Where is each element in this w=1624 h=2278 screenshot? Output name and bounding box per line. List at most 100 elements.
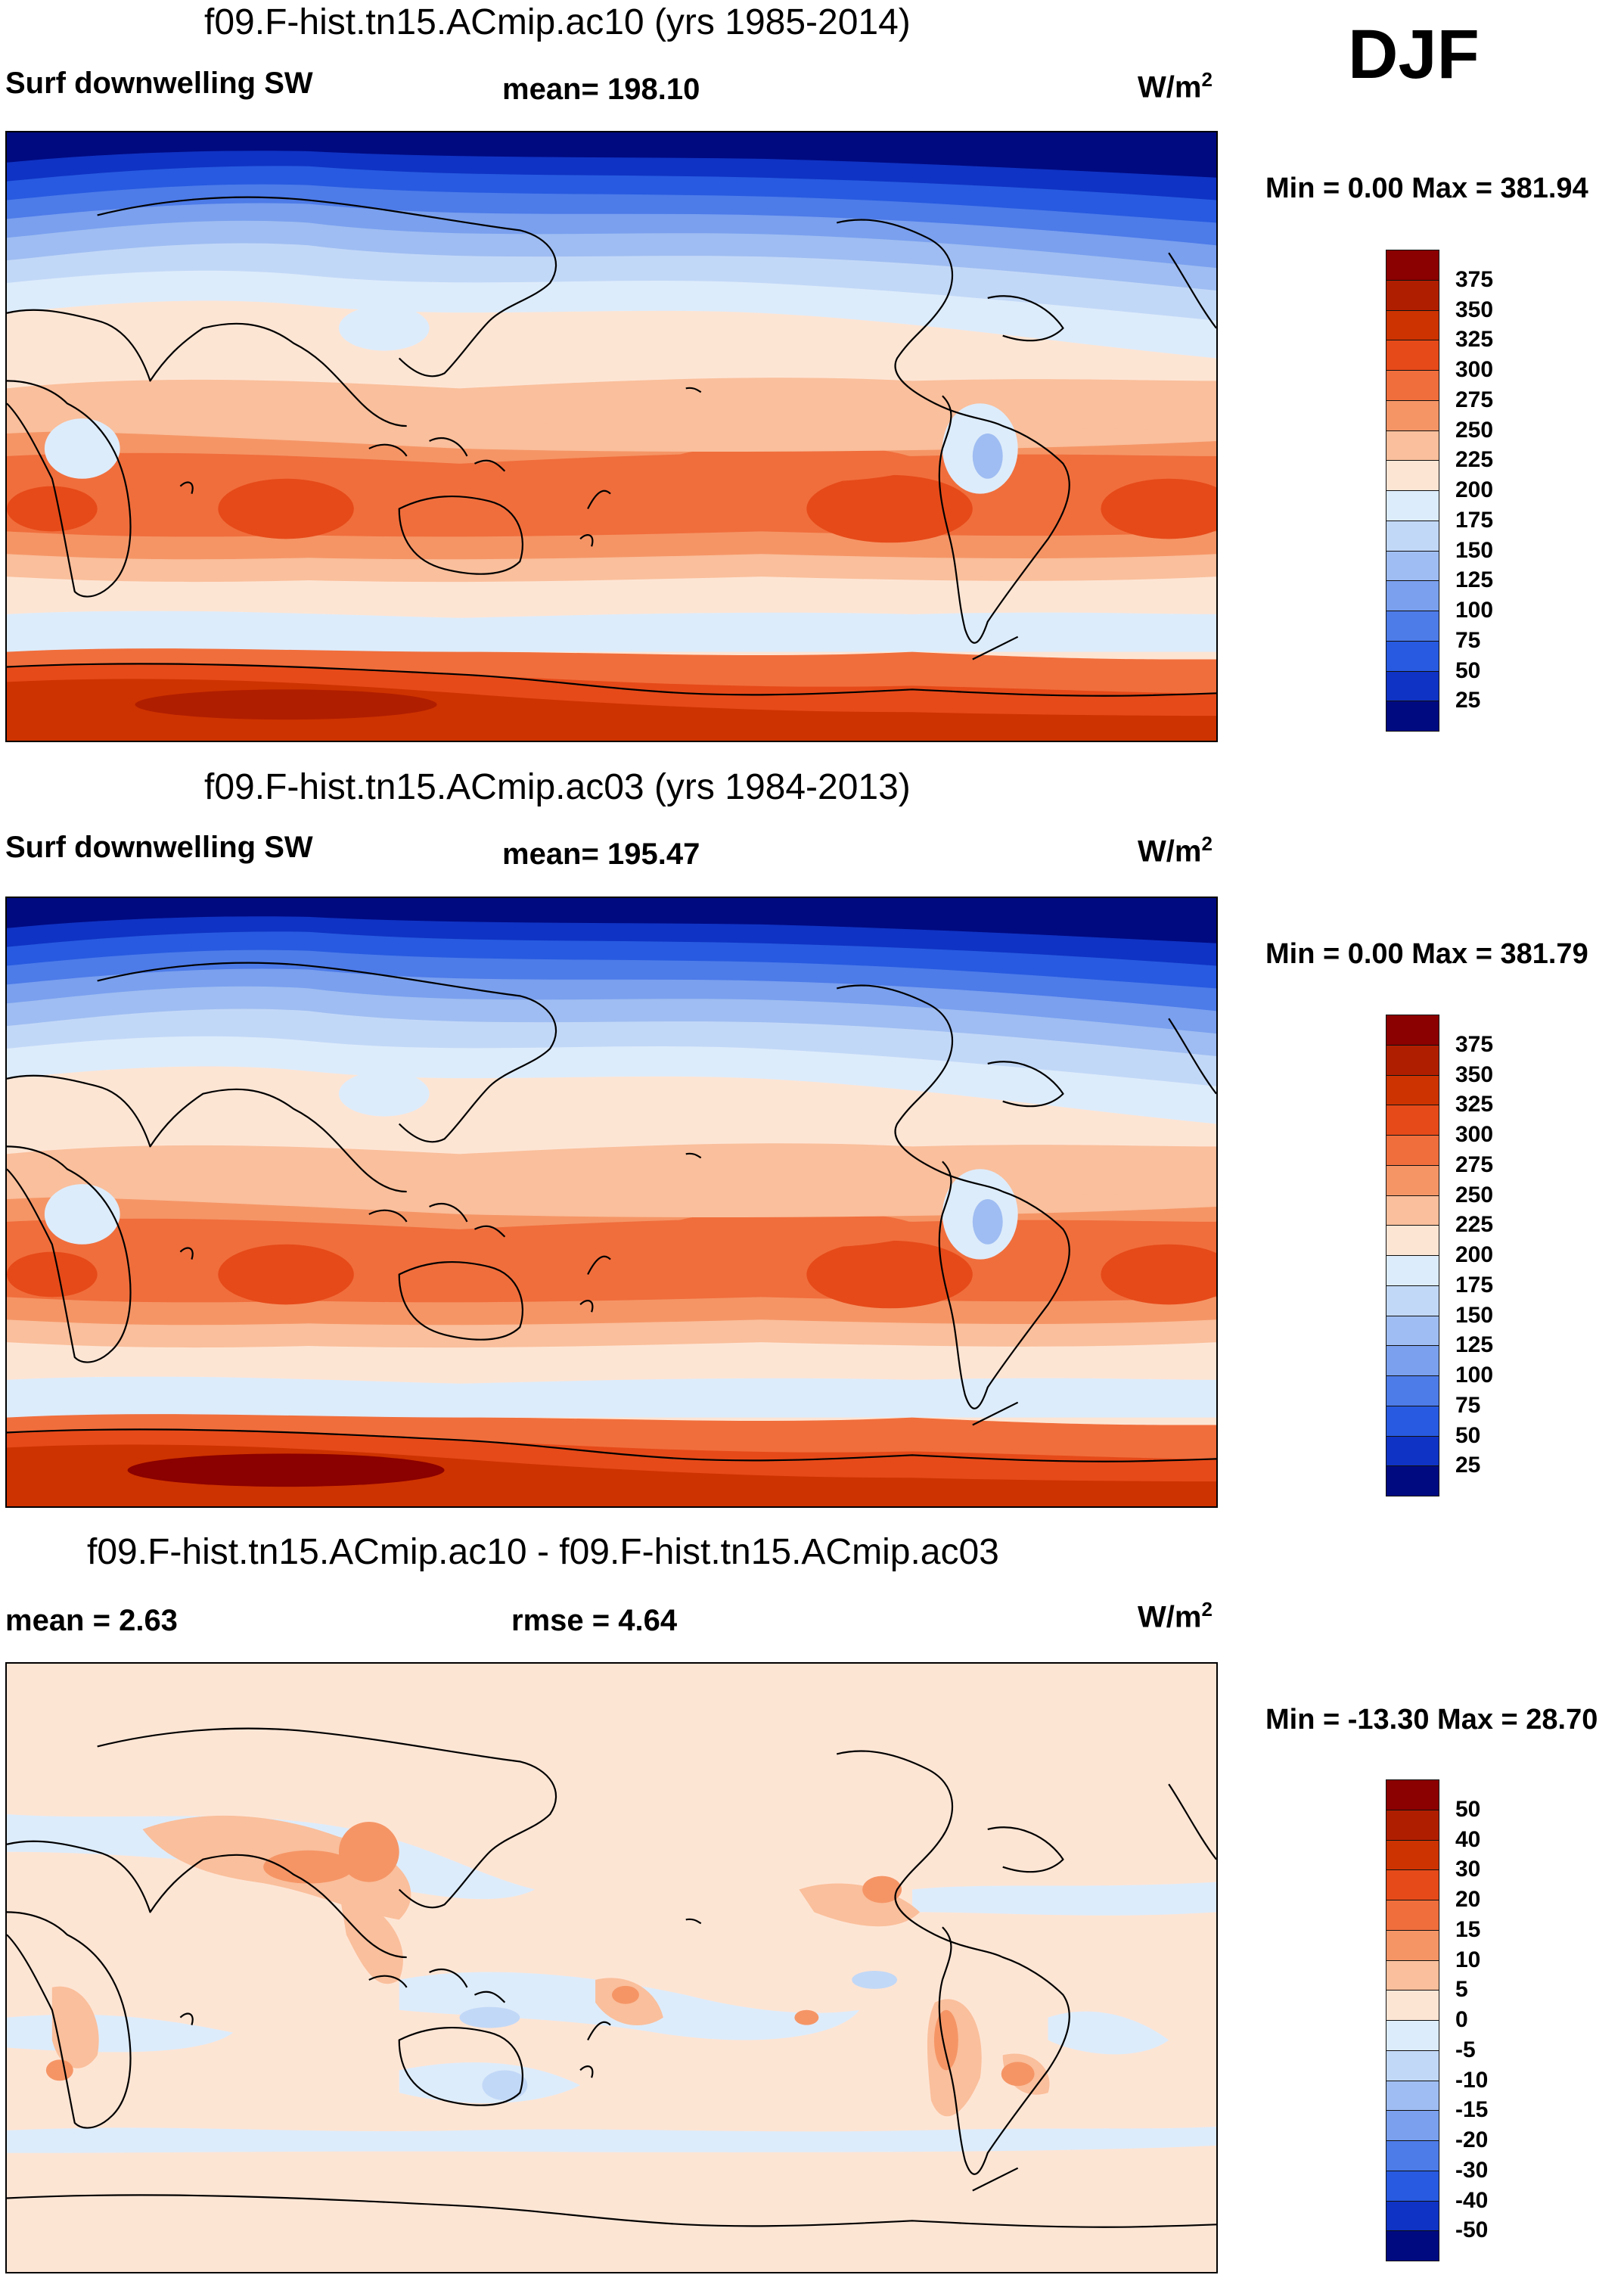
colorbar-label: -50 — [1455, 2217, 1489, 2243]
colorbar-swatch — [1386, 1105, 1439, 1136]
panel-2-minmax: Min = 0.00 Max = 381.79 — [1265, 938, 1588, 970]
colorbar-label: 150 — [1455, 1302, 1494, 1328]
colorbar-swatch — [1386, 701, 1439, 732]
colorbar-swatch — [1386, 1809, 1439, 1841]
colorbar-swatch — [1386, 611, 1439, 642]
panel-2-variable-label: Surf downwelling SW — [5, 831, 313, 864]
panel-3-units: W/m2 — [1138, 1598, 1213, 1634]
colorbar-swatch — [1386, 1225, 1439, 1256]
colorbar-swatch — [1386, 1044, 1439, 1076]
colorbar-swatch — [1386, 2050, 1439, 2081]
colorbar-label: 350 — [1455, 1061, 1494, 1087]
panel-3-colorbar: 50 40 30 20 15 10 5 0 -5 -10 -15 -20 -30 -40 -50 — [1386, 1779, 1488, 2261]
colorbar-label: 125 — [1455, 1332, 1494, 1358]
colorbar-label: 275 — [1455, 387, 1494, 412]
colorbar-swatch — [1386, 1315, 1439, 1347]
colorbar-swatch — [1386, 2080, 1439, 2112]
panel-1-units: W/m2 — [1138, 68, 1213, 104]
colorbar-label: 20 — [1455, 1887, 1481, 1912]
panel-3-title: f09.F-hist.tn15.ACmip.ac10 - f09.F-hist.… — [87, 1532, 999, 1572]
panel-2-colorbar: 375 350 325 300 275 250 225 200 175 150 125 100 75 50… — [1386, 1015, 1493, 1496]
colorbar-label: 225 — [1455, 1212, 1494, 1238]
panel-1-map — [5, 131, 1218, 742]
colorbar-label: -10 — [1455, 2067, 1489, 2093]
colorbar-swatch — [1386, 1135, 1439, 1166]
colorbar-swatch — [1386, 1285, 1439, 1316]
colorbar-swatch — [1386, 460, 1439, 491]
panel-1-title: f09.F-hist.tn15.ACmip.ac10 (yrs 1985-201… — [204, 2, 911, 42]
colorbar-swatch — [1386, 580, 1439, 611]
colorbar-label: 175 — [1455, 507, 1494, 533]
colorbar-swatch — [1386, 1465, 1439, 1496]
colorbar-label: 75 — [1455, 1392, 1481, 1418]
colorbar-swatch — [1386, 1164, 1439, 1196]
colorbar-swatch — [1386, 1435, 1439, 1467]
colorbar-swatch — [1386, 2230, 1439, 2261]
colorbar-swatch — [1386, 1195, 1439, 1226]
colorbar-label: 300 — [1455, 357, 1494, 382]
colorbar-label: 100 — [1455, 1363, 1494, 1388]
colorbar-label: 50 — [1455, 1796, 1481, 1822]
colorbar-swatch — [1386, 250, 1439, 281]
colorbar-label: 175 — [1455, 1272, 1494, 1297]
panel-2-field — [7, 898, 1216, 1506]
panel-3-map — [5, 1662, 1218, 2273]
colorbar-label: 275 — [1455, 1151, 1494, 1177]
colorbar-swatch — [1386, 1869, 1439, 1900]
colorbar-label: 350 — [1455, 297, 1494, 322]
colorbar-swatch — [1386, 490, 1439, 521]
colorbar-label: 250 — [1455, 1182, 1494, 1207]
colorbar-swatch — [1386, 550, 1439, 582]
colorbar-swatch — [1386, 1074, 1439, 1106]
panel-3-rmse-label: rmse = 4.64 — [511, 1604, 678, 1637]
colorbar-swatch — [1386, 1015, 1439, 1046]
colorbar-label: -5 — [1455, 2037, 1476, 2062]
colorbar-swatch — [1386, 2110, 1439, 2141]
colorbar-swatch — [1386, 279, 1439, 311]
colorbar-swatch — [1386, 1345, 1439, 1376]
colorbar-label: 225 — [1455, 447, 1494, 473]
season-label: DJF — [1348, 16, 1480, 93]
colorbar-label: 15 — [1455, 1916, 1481, 1942]
colorbar-swatch — [1386, 640, 1439, 672]
colorbar-swatch — [1386, 1255, 1439, 1286]
colorbar-swatch — [1386, 1839, 1439, 1871]
panel-2-title: f09.F-hist.tn15.ACmip.ac03 (yrs 1984-201… — [204, 767, 911, 807]
colorbar-label: 125 — [1455, 567, 1494, 593]
colorbar-swatch — [1386, 1375, 1439, 1406]
colorbar-label: 5 — [1455, 1977, 1468, 2003]
colorbar-label: 100 — [1455, 598, 1494, 623]
colorbar-label: -30 — [1455, 2157, 1489, 2183]
colorbar-label: 40 — [1455, 1826, 1481, 1852]
panel-1-mean-label: mean= 198.10 — [502, 73, 700, 106]
colorbar-swatch — [1386, 2140, 1439, 2171]
panel-3-minmax: Min = -13.30 Max = 28.70 — [1265, 1704, 1598, 1736]
colorbar-label: 10 — [1455, 1947, 1481, 1972]
colorbar-swatch — [1386, 1900, 1439, 1931]
colorbar-swatch — [1386, 2020, 1439, 2051]
panel-1-minmax: Min = 0.00 Max = 381.94 — [1265, 172, 1588, 204]
colorbar-label: 30 — [1455, 1857, 1481, 1882]
panel-2-units: W/m2 — [1138, 832, 1213, 869]
panel-1-colorbar: 375 350 325 300 275 250 225 200 175 150 125 100 75 50… — [1386, 250, 1493, 732]
colorbar-label: 325 — [1455, 327, 1494, 353]
colorbar-label: 250 — [1455, 417, 1494, 443]
panel-1-field — [7, 132, 1216, 741]
colorbar-swatch — [1386, 1779, 1439, 1810]
colorbar-swatch — [1386, 1405, 1439, 1437]
colorbar-swatch — [1386, 1929, 1439, 1961]
colorbar-swatch — [1386, 309, 1439, 341]
colorbar-swatch — [1386, 670, 1439, 702]
colorbar-swatch — [1386, 399, 1439, 431]
colorbar-label: 50 — [1455, 657, 1481, 683]
colorbar-label: 25 — [1455, 1453, 1481, 1478]
colorbar-swatch — [1386, 430, 1439, 462]
colorbar-swatch — [1386, 370, 1439, 401]
panel-3-field — [7, 1664, 1216, 2272]
colorbar-swatch — [1386, 340, 1439, 371]
panel-1-variable-label: Surf downwelling SW — [5, 67, 313, 100]
panel-2-map — [5, 897, 1218, 1508]
colorbar-label: 150 — [1455, 537, 1494, 563]
colorbar-swatch — [1386, 520, 1439, 552]
panel-3-mean-label: mean = 2.63 — [5, 1604, 178, 1637]
